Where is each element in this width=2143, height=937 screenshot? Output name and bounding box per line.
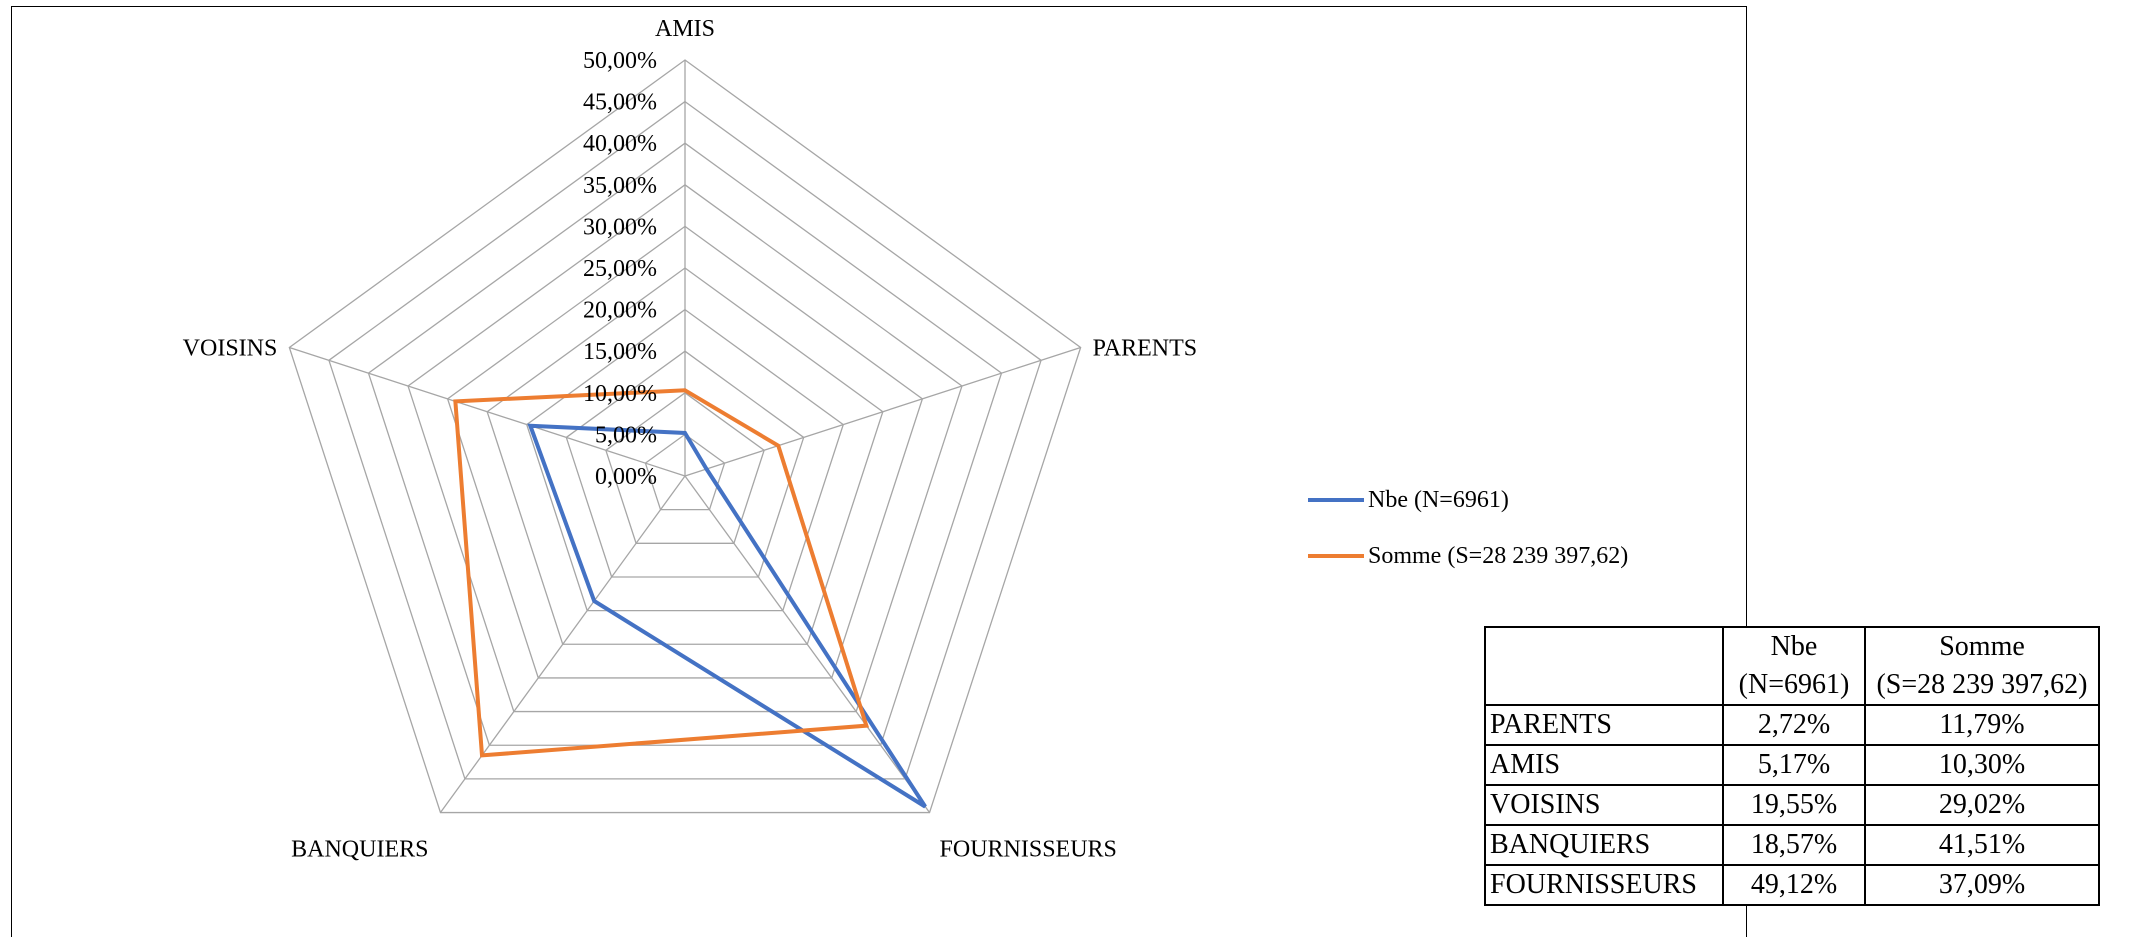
- tick-label: 45,00%: [583, 90, 657, 116]
- table-cell-somme: 11,79%: [1864, 704, 2100, 746]
- table-row-label: PARENTS: [1484, 704, 1724, 746]
- tick-label: 20,00%: [583, 298, 657, 324]
- table-header-somme-line1: Somme: [1939, 631, 2025, 662]
- table-header-empty: [1484, 626, 1724, 706]
- table-cell-nbe: 49,12%: [1722, 864, 1866, 906]
- tick-label: 5,00%: [595, 422, 657, 448]
- table-cell-nbe: 18,57%: [1722, 824, 1866, 866]
- grid-ring: [525, 308, 845, 612]
- series-line-somme: [453, 388, 870, 758]
- table-row: AMIS 5,17% 10,30%: [1484, 744, 2100, 786]
- table-cell-somme: 10,30%: [1864, 744, 2100, 786]
- grid-ring: [367, 142, 1003, 746]
- tick-label: 50,00%: [583, 48, 657, 74]
- chart-legend: Nbe (N=6961) Somme (S=28 239 397,62): [1308, 486, 1628, 598]
- table-row: FOURNISSEURS 49,12% 37,09%: [1484, 864, 2100, 906]
- grid-ring: [565, 350, 805, 578]
- axis-label-parents: PARENTS: [1093, 335, 1197, 361]
- table-cell-somme: 37,09%: [1864, 864, 2100, 906]
- data-table: Nbe (N=6961) Somme (S=28 239 397,62) PAR…: [1484, 626, 2100, 906]
- table-row: BANQUIERS 18,57% 41,51%: [1484, 824, 2100, 866]
- radar-grid: [288, 59, 1082, 814]
- chart-frame: [11, 6, 1747, 937]
- axis-label-amis: AMIS: [655, 16, 715, 42]
- table-header-nbe-line2: (N=6961): [1738, 669, 1850, 700]
- grid-ring: [288, 59, 1082, 814]
- radar-series: [453, 388, 927, 809]
- table-row-label: BANQUIERS: [1484, 824, 1724, 866]
- tick-label: 40,00%: [583, 131, 657, 157]
- grid-ring: [446, 225, 924, 679]
- radar-tick-labels: 0,00% 5,00% 10,00% 15,00% 20,00% 25,00% 30,00%…: [583, 48, 657, 490]
- table-cell-somme: 29,02%: [1864, 784, 2100, 826]
- table-cell-nbe: 19,55%: [1722, 784, 1866, 826]
- legend-label-somme: Somme (S=28 239 397,62): [1368, 542, 1629, 569]
- grid-ring: [328, 100, 1042, 780]
- legend-label-nbe: Nbe (N=6961): [1368, 486, 1509, 513]
- table-header-somme: Somme (S=28 239 397,62): [1864, 626, 2100, 706]
- tick-label: 25,00%: [583, 256, 657, 282]
- grid-spoke: [684, 475, 931, 813]
- table-row-label: VOISINS: [1484, 784, 1724, 826]
- grid-ring: [644, 433, 726, 511]
- tick-label: 0,00%: [595, 464, 657, 490]
- legend-swatch-nbe: [1308, 498, 1364, 502]
- grid-spoke: [684, 346, 1081, 477]
- table-header-nbe: Nbe (N=6961): [1722, 626, 1866, 706]
- table-cell-nbe: 5,17%: [1722, 744, 1866, 786]
- axis-label-voisins: VOISINS: [183, 335, 278, 361]
- table-header-somme-line2: (S=28 239 397,62): [1876, 669, 2088, 700]
- tick-label: 10,00%: [583, 381, 657, 407]
- table-cell-nbe: 2,72%: [1722, 704, 1866, 746]
- axis-label-banquiers: BANQUIERS: [291, 837, 428, 863]
- table-row-label: AMIS: [1484, 744, 1724, 786]
- legend-item-somme: Somme (S=28 239 397,62): [1308, 542, 1628, 570]
- grid-spoke: [289, 346, 686, 477]
- tick-label: 30,00%: [583, 214, 657, 240]
- table-cell-somme: 41,51%: [1864, 824, 2100, 866]
- legend-item-nbe: Nbe (N=6961): [1308, 486, 1628, 514]
- table-row: PARENTS 2,72% 11,79%: [1484, 704, 2100, 746]
- series-line-nbe: [527, 423, 927, 809]
- radar-axis-labels: AMIS PARENTS FOURNISSEURS BANQUIERS VOISINS: [183, 16, 1197, 863]
- legend-swatch-somme: [1308, 554, 1364, 558]
- table-header-nbe-line1: Nbe: [1770, 631, 1818, 662]
- table-header-row: Nbe (N=6961) Somme (S=28 239 397,62): [1484, 626, 2100, 706]
- grid-ring: [407, 183, 963, 713]
- table-row-label: FOURNISSEURS: [1484, 864, 1724, 906]
- grid-ring: [605, 391, 765, 544]
- axis-label-fournisseurs: FOURNISSEURS: [940, 837, 1117, 863]
- tick-label: 15,00%: [583, 339, 657, 365]
- grid-ring: [486, 267, 884, 645]
- table-row: VOISINS 19,55% 29,02%: [1484, 784, 2100, 826]
- tick-label: 35,00%: [583, 173, 657, 199]
